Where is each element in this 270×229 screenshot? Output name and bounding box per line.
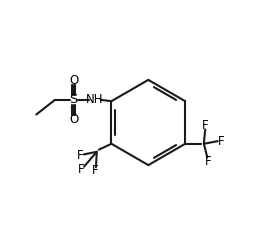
Text: F: F (218, 135, 224, 148)
Text: NH: NH (86, 93, 104, 106)
Text: O: O (69, 74, 78, 87)
Text: S: S (69, 93, 78, 106)
Text: F: F (77, 149, 84, 162)
Text: F: F (205, 155, 211, 168)
Text: O: O (69, 112, 78, 125)
Text: F: F (77, 163, 84, 176)
Text: F: F (202, 119, 208, 132)
Text: F: F (92, 164, 99, 177)
